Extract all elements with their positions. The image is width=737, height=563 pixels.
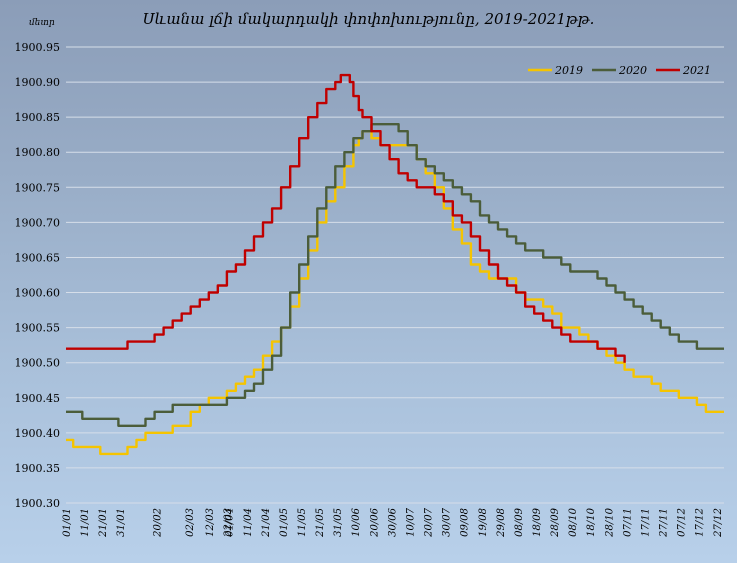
x-tick-label: 21/01 (98, 508, 109, 538)
y-tick-label: 1900.65 (15, 251, 61, 264)
x-tick-label: 11/04 (243, 508, 254, 537)
x-tick-label: 11/05 (297, 508, 308, 537)
x-tick-label: 20/06 (369, 507, 380, 537)
y-tick-label: 1900.60 (15, 287, 61, 300)
grid-lines (66, 46, 724, 504)
x-tick-label: 01/01 (62, 508, 73, 537)
series-lines (66, 73, 724, 456)
series-line-2020 (66, 123, 724, 427)
x-tick-label: 01/05 (279, 508, 290, 537)
series-line-2021 (66, 73, 626, 363)
x-tick-label: 02/03 (185, 508, 196, 537)
x-tick-label: 27/11 (659, 508, 670, 538)
x-tick-label: 27/12 (713, 508, 724, 538)
y-axis-unit-label: մետր (29, 18, 55, 28)
legend-label-2021: 2021 (682, 64, 711, 77)
x-tick-label: 08/10 (568, 507, 579, 536)
x-tick-label: 07/12 (677, 508, 688, 537)
x-tick-label: 18/10 (586, 507, 597, 536)
y-tick-label: 1900.55 (15, 322, 61, 335)
x-tick-label: 17/12 (695, 508, 706, 537)
x-tick-label: 30/07 (442, 507, 453, 536)
x-tick-label: 19/08 (478, 508, 489, 537)
y-tick-label: 1900.50 (15, 357, 61, 370)
x-tick-label: 10/06 (351, 507, 362, 536)
x-tick-label: 07/11 (622, 508, 633, 537)
legend: 2019 2020 2021 (528, 64, 711, 77)
x-tick-label: 08/09 (514, 507, 525, 536)
x-tick-labels: 01/01 11/01 21/01 31/01 20/02 02/03 12/03 22/03… (62, 507, 724, 537)
x-tick-label: 20/02 (152, 508, 163, 538)
y-tick-label: 1900.40 (15, 427, 61, 440)
x-tick-label: 18/09 (532, 507, 543, 536)
legend-label-2020: 2020 (618, 64, 647, 77)
x-tick-label: 21/05 (315, 508, 326, 538)
x-tick-label: 22/03 (223, 508, 234, 538)
x-tick-label: 10/07 (405, 507, 416, 536)
y-tick-label: 1900.45 (15, 392, 61, 405)
x-tick-label: 21/04 (261, 508, 272, 538)
x-tick-label: 30/06 (387, 507, 398, 536)
x-tick-label: 31/01 (116, 508, 127, 537)
x-tick-label: 17/11 (640, 508, 651, 537)
y-tick-label: 1900.90 (15, 76, 61, 89)
y-tick-label: 1900.35 (15, 462, 61, 475)
x-tick-label: 09/08 (460, 508, 471, 537)
x-tick-label: 20/07 (424, 507, 435, 537)
y-tick-label: 1900.70 (15, 216, 61, 229)
x-tick-label: 31/05 (333, 508, 344, 537)
x-tick-label: 11/01 (80, 508, 91, 537)
y-tick-label: 1900.80 (15, 146, 61, 159)
legend-label-2019: 2019 (554, 64, 583, 77)
x-tick-label: 28/09 (550, 507, 561, 537)
x-tick-label: 01/04 (225, 508, 236, 537)
y-tick-label: 1900.85 (15, 111, 61, 124)
x-tick-label: 28/10 (604, 507, 615, 537)
y-tick-labels: 1900.30 1900.35 1900.40 1900.45 1900.50 1900.… (15, 41, 61, 510)
x-tick-label: 29/08 (496, 508, 507, 538)
y-tick-label: 1900.30 (15, 497, 61, 510)
chart-title: Սևանա լճի մակարդակի փոփոխությունը, 2019-… (142, 10, 595, 28)
y-tick-label: 1900.95 (15, 41, 61, 54)
x-tick-label: 12/03 (205, 508, 216, 537)
y-tick-label: 1900.75 (15, 181, 61, 194)
